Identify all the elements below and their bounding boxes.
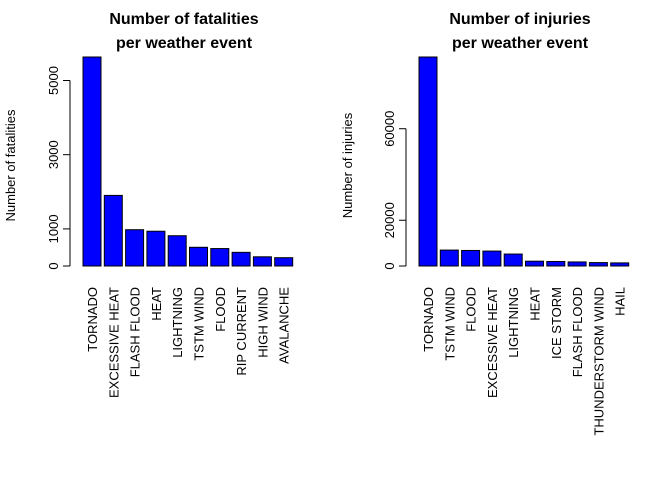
y-tick-label: 5000	[46, 66, 61, 95]
y-tick-label: 0	[382, 262, 397, 269]
category-label: EXCESSIVE HEAT	[106, 287, 121, 398]
bar	[482, 250, 502, 267]
category-label: FLASH FLOOD	[128, 287, 143, 377]
category-label: HEAT	[528, 287, 543, 321]
bar	[189, 246, 208, 267]
category-label: ICE STORM	[549, 287, 564, 359]
bar	[167, 235, 187, 267]
category-label: EXCESSIVE HEAT	[485, 287, 500, 398]
fatalities-panel: Number of fatalities per weather eventNum…	[3, 11, 294, 398]
y-axis-label: Number of fatalities	[3, 109, 18, 221]
chart-title-line: per weather event	[116, 35, 253, 52]
bar	[503, 253, 523, 267]
category-label: HAIL	[613, 287, 628, 316]
bar	[567, 261, 587, 267]
y-tick-label: 1000	[46, 214, 61, 243]
injuries-panel: Number of injuries per weather eventNumbe…	[340, 11, 630, 436]
category-label: HIGH WIND	[255, 287, 270, 358]
y-tick-label: 20000	[382, 202, 397, 238]
chart-title: Number of injuries per weather event	[449, 11, 590, 52]
y-tick-label: 0	[46, 262, 61, 269]
category-label: TORNADO	[421, 287, 436, 352]
category-label: TSTM WIND	[192, 287, 207, 361]
bar	[461, 249, 481, 267]
category-label: FLASH FLOOD	[570, 287, 585, 377]
bar	[231, 251, 251, 267]
bar	[210, 248, 230, 267]
category-label: TORNADO	[85, 287, 100, 352]
bar	[588, 262, 608, 267]
category-label: AVALANCHE	[277, 287, 292, 364]
bar	[418, 56, 438, 267]
chart-title-line: Number of injuries	[449, 11, 590, 28]
bar	[82, 56, 102, 267]
bar	[525, 260, 544, 267]
bar	[146, 230, 166, 267]
bar	[546, 260, 566, 267]
bar	[274, 257, 294, 267]
y-tick-label: 3000	[46, 140, 61, 169]
bar	[252, 256, 272, 267]
category-label: HEAT	[149, 287, 164, 321]
y-tick-label: 60000	[382, 111, 397, 147]
bar	[125, 229, 145, 267]
category-label: LIGHTNING	[170, 287, 185, 358]
category-label: LIGHTNING	[506, 287, 521, 358]
y-axis-label: Number of injuries	[340, 112, 355, 218]
chart-title: Number of fatalities per weather event	[109, 11, 258, 52]
category-label: THUNDERSTORM WIND	[591, 287, 606, 436]
bar	[439, 249, 459, 267]
chart-title-line: per weather event	[452, 35, 589, 52]
bar	[610, 262, 630, 267]
category-label: TSTM WIND	[442, 287, 457, 361]
bar	[103, 194, 123, 267]
category-label: FLOOD	[213, 287, 228, 332]
category-label: FLOOD	[464, 287, 479, 332]
chart-title-line: Number of fatalities	[109, 11, 258, 28]
category-label: RIP CURRENT	[234, 287, 249, 376]
